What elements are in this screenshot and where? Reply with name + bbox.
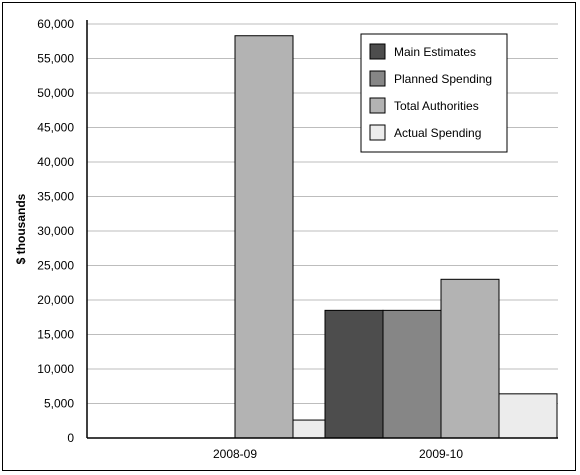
bar — [440, 278, 500, 439]
legend-swatch — [369, 97, 386, 114]
y-tick-label: 25,000 — [37, 259, 74, 273]
axes — [86, 20, 558, 439]
legend-label: Total Authorities — [394, 99, 479, 113]
y-axis-label: $ thousands — [14, 193, 28, 264]
legend: Main Estimates Planned Spending Total Auth… — [360, 33, 508, 153]
y-tick-label: 5,000 — [44, 397, 74, 411]
x-tick-label: 2009-10 — [419, 447, 463, 461]
x-tick-label: 2008-09 — [213, 447, 257, 461]
bar — [324, 309, 384, 439]
y-axis-ticks: 0 5,000 10,000 15,000 20,000 25,000 30,000 35,0… — [37, 17, 74, 445]
legend-swatch — [369, 43, 386, 60]
bar — [234, 35, 294, 439]
y-tick-label: 10,000 — [37, 362, 74, 376]
y-tick-label: 55,000 — [37, 52, 74, 66]
y-tick-label: 40,000 — [37, 155, 74, 169]
legend-label: Actual Spending — [394, 126, 481, 140]
y-tick-label: 60,000 — [37, 17, 74, 31]
y-tick-label: 30,000 — [37, 224, 74, 238]
y-tick-label: 45,000 — [37, 121, 74, 135]
y-tick-label: 35,000 — [37, 190, 74, 204]
y-tick-label: 0 — [67, 431, 74, 445]
x-axis-ticks: 2008-09 2009-10 — [213, 447, 463, 461]
legend-swatch — [369, 124, 386, 141]
legend-label: Main Estimates — [394, 45, 476, 59]
bars — [234, 35, 558, 439]
bar — [382, 309, 442, 439]
y-tick-label: 50,000 — [37, 86, 74, 100]
legend-label: Planned Spending — [394, 72, 492, 86]
y-tick-label: 15,000 — [37, 328, 74, 342]
bar — [498, 393, 558, 439]
legend-swatch — [369, 70, 386, 87]
y-tick-label: 20,000 — [37, 293, 74, 307]
